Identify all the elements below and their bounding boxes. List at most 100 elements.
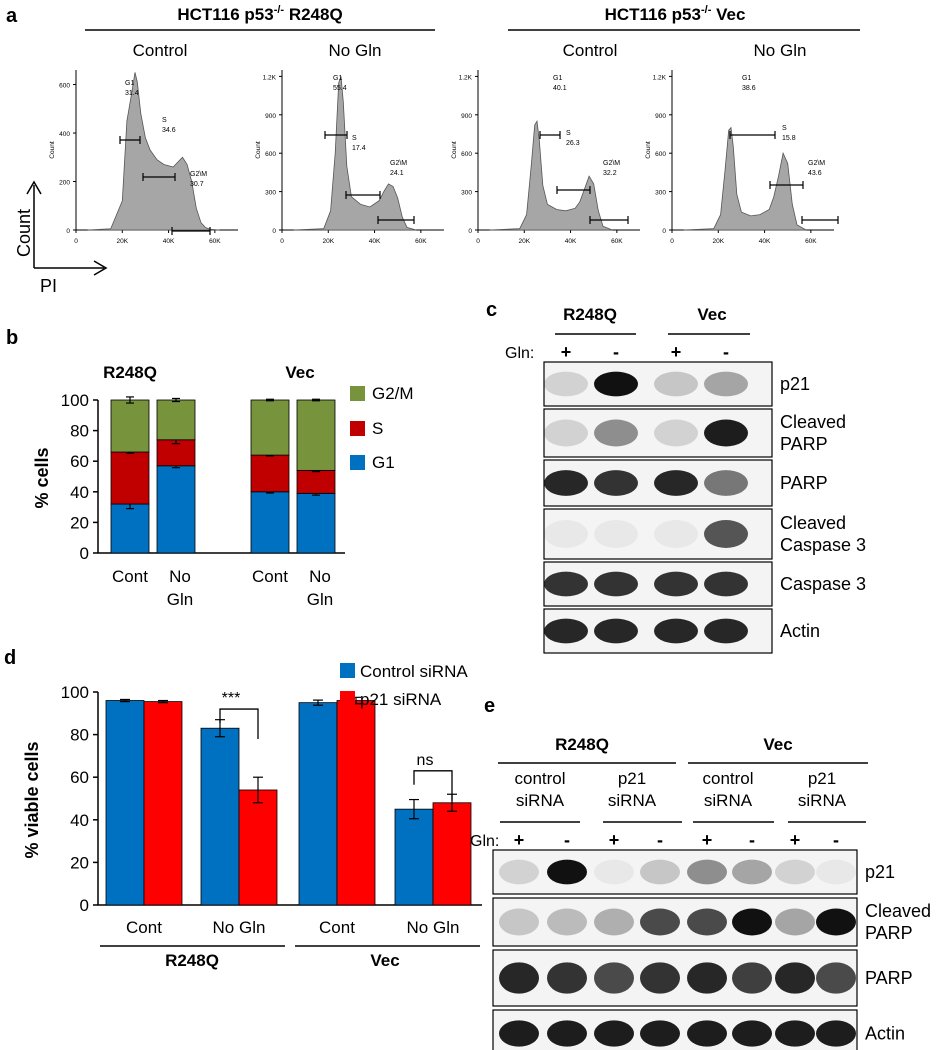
legend-swatch-g1 [350,455,365,470]
legend: Control siRNA p21 siRNA [340,662,468,709]
gln-sign: - [657,830,663,850]
blot-band [594,908,634,936]
subgroup-label: siRNA [516,791,565,810]
blot-band [704,618,748,644]
panel-c: c R248Q Vec Gln: + - + -p21CleavedPARPPARPC… [486,299,866,654]
blot-band [594,520,638,548]
panel-e-letter: e [484,695,495,717]
subgroup-label: control [514,769,565,788]
condition-label: Control [563,41,618,60]
blot-band [594,859,634,885]
x-tick-label: 0 [670,238,674,245]
blot-band [544,419,588,447]
blot-label: p21 [865,862,895,882]
condition-label: No Gln [754,41,807,60]
blot-band [499,1020,539,1047]
gln-sign: + [671,342,682,362]
bar-segment-g2m [250,399,290,456]
blot-band [775,859,815,885]
y-tick-label: 300 [265,190,276,197]
gate-value: 24.1 [390,170,404,177]
subgroup-label: p21 [618,769,646,788]
y-tick-label: 40 [70,483,89,502]
panel-d-letter: d [4,647,16,669]
gate-value: 34.6 [162,127,176,134]
y-tick-label: 600 [655,151,666,158]
legend: G2/M S G1 [350,384,414,472]
blot-band [704,520,748,548]
histogram-count-label: Count [49,141,56,159]
x-tick-label: No [309,567,331,586]
x-tick-label: 60K [415,238,427,245]
x-tick-label: 60K [611,238,623,245]
blot-band [594,618,638,644]
x-tick-label: Cont [112,567,148,586]
blot-band [704,419,748,447]
y-tick-label: 900 [265,113,276,120]
x-tick-label: 20K [518,238,530,245]
gln-sign: + [609,830,620,850]
bar-p21-sirna [238,789,278,906]
blot-band [687,962,727,994]
gate-name: S [352,135,357,142]
subgroup-label: p21 [808,769,836,788]
legend-label: p21 siRNA [360,690,442,709]
bar-segment-g1 [296,492,336,554]
bar-segment-s [296,469,336,494]
gate-value: 30.7 [190,181,204,188]
blot-band [544,470,588,496]
x-tick-label: Gln [307,590,333,609]
y-tick-label: 300 [461,190,472,197]
histogram-count-label: Count [451,141,458,159]
blot-label: PARP [780,473,828,493]
legend-swatch-g2m [350,386,365,401]
blot-band [775,908,815,936]
histogram-count-label: Count [255,141,262,159]
blot-band [732,908,772,936]
x-tick-label: 0 [74,238,78,245]
x-tick-label: 60K [805,238,817,245]
y-tick-label: 1.2K [263,74,277,81]
blot-label: PARP [865,968,913,988]
blot-label: Cleaved [865,901,931,921]
histogram-vec-nogln: 0 300 600 900 1.2K 0 20K 40K 60K Count G1 38.6 S 15.8… [645,70,839,245]
gate-value: 40.1 [553,85,567,92]
gate-name: G2\M [190,171,207,178]
group-label-vec: Vec [763,735,792,754]
blot-band [654,571,698,597]
blot-band [816,859,856,885]
legend-swatch-p21-sirna [340,691,355,706]
legend-label: G1 [372,453,395,472]
y-tick-label: 0 [662,228,666,235]
legend-label: G2/M [372,384,414,403]
y-tick-label: 200 [59,180,70,187]
blot-band [732,962,772,994]
y-tick-label: 80 [70,726,89,745]
blot-label: Actin [865,1024,905,1044]
y-tick-label: 80 [70,422,89,441]
blot-label: PARP [780,434,828,454]
bar-segment-s [250,454,290,493]
x-tick-label: No Gln [213,918,266,937]
y-tick-label: 100 [61,391,89,410]
x-tick-label: Cont [126,918,162,937]
x-tick-label: Gln [167,590,193,609]
gate-value: 17.4 [352,145,366,152]
bar-control-sirna [200,727,240,906]
y-tick-label: 0 [468,228,472,235]
stacked-bar-chart: 0 20 40 60 80 100 Cont No Gln Cont No Gln [61,391,345,609]
bar-segment-g2m [110,399,150,453]
histogram-vec-control: 0 300 600 900 1.2K 0 20K 40K 60K Count G1 40.1 S 26.3… [451,70,640,245]
blot-band [499,908,539,936]
gate-name: G2\M [808,160,825,167]
bar-segment-g1 [156,465,196,554]
gln-sign: - [613,342,619,362]
gln-label: Gln: [505,345,534,362]
gate-name: G1 [553,75,562,82]
group-label-vec: Vec [697,305,726,324]
y-tick-label: 60 [70,768,89,787]
gate-name: G2\M [390,160,407,167]
y-axis-label: % cells [32,447,52,508]
